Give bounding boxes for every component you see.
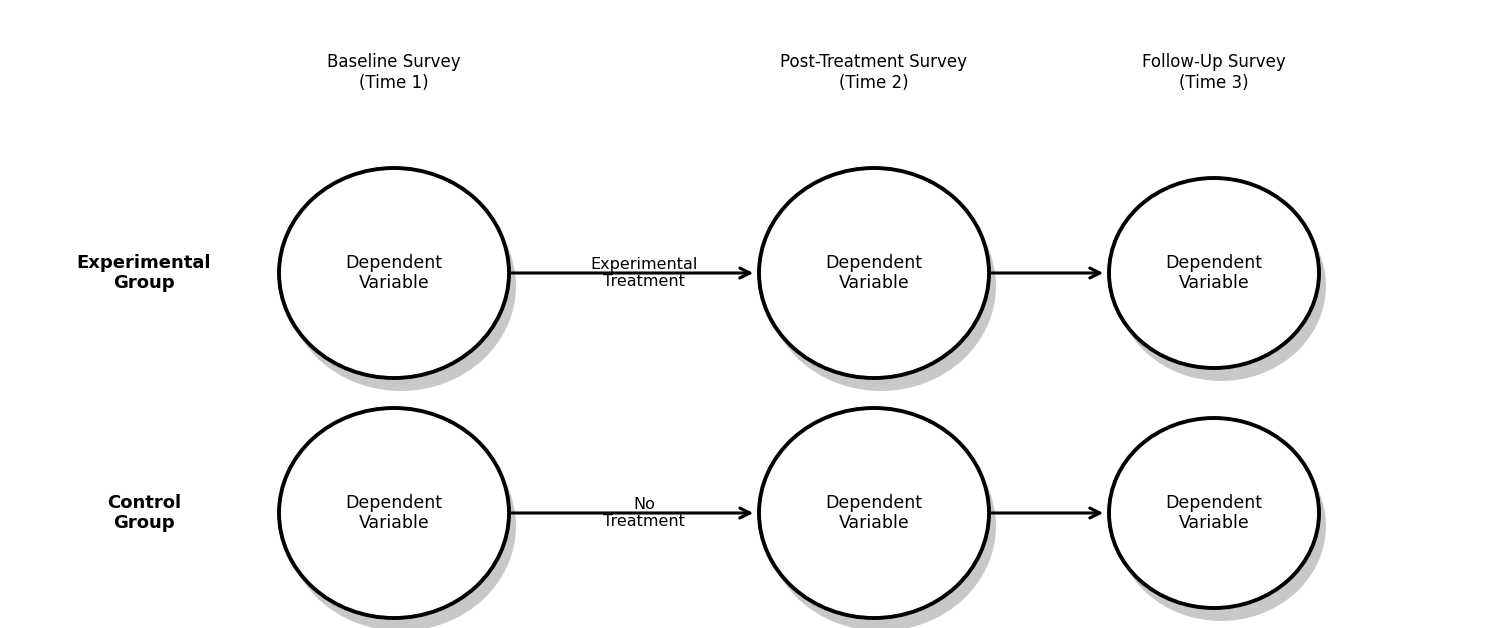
Text: Dependent
Variable: Dependent Variable [826,494,923,533]
Text: Dependent
Variable: Dependent Variable [345,494,442,533]
Ellipse shape [1109,178,1318,368]
Ellipse shape [280,168,509,378]
Text: Dependent
Variable: Dependent Variable [1165,254,1262,293]
Text: Follow-Up Survey
(Time 3): Follow-Up Survey (Time 3) [1143,53,1286,92]
Ellipse shape [1109,418,1318,608]
Text: Baseline Survey
(Time 1): Baseline Survey (Time 1) [327,53,461,92]
Ellipse shape [1116,431,1326,621]
Ellipse shape [286,181,516,391]
Ellipse shape [759,168,990,378]
Text: Dependent
Variable: Dependent Variable [345,254,442,293]
Ellipse shape [766,181,995,391]
Text: Post-Treatment Survey
(Time 2): Post-Treatment Survey (Time 2) [781,53,967,92]
Text: Dependent
Variable: Dependent Variable [826,254,923,293]
Text: Control
Group: Control Group [107,494,182,533]
Text: Experimental
Group: Experimental Group [77,254,211,293]
Ellipse shape [286,421,516,628]
Ellipse shape [766,421,995,628]
Ellipse shape [759,408,990,618]
Ellipse shape [1116,191,1326,381]
Text: No
Treatment: No Treatment [603,497,684,529]
Text: Dependent
Variable: Dependent Variable [1165,494,1262,533]
Ellipse shape [280,408,509,618]
Text: Experimental
Treatment: Experimental Treatment [591,257,698,290]
